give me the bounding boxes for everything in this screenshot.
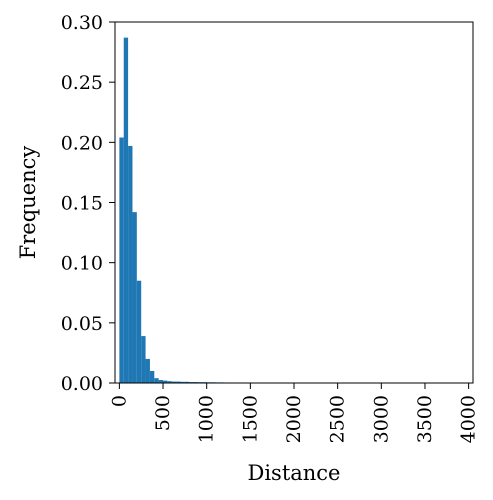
x-tick-label: 1500 (239, 395, 261, 443)
histogram-bar (158, 379, 164, 383)
x-tick-label: 4000 (458, 395, 480, 443)
histogram-bar (136, 280, 142, 383)
histogram-bar (149, 370, 155, 383)
y-tick-label: 0.30 (61, 12, 103, 34)
x-tick-label: 3500 (414, 395, 436, 443)
histogram-bar (145, 358, 150, 383)
histogram-bar (176, 381, 181, 383)
y-tick-label: 0.05 (61, 313, 103, 335)
histogram-bar (141, 336, 146, 383)
y-axis-label: Frequency (16, 146, 40, 260)
x-tick-label: 2000 (283, 395, 305, 443)
x-axis-ticks: 0 500 1000 1500 2000 2500 3000 3500 4000 (108, 383, 480, 443)
x-tick-label: 0 (108, 395, 130, 407)
histogram-bar (119, 137, 124, 383)
y-tick-label: 0.15 (61, 193, 103, 215)
y-tick-label: 0.10 (61, 253, 103, 275)
y-tick-label: 0.25 (61, 72, 103, 94)
histogram-bar (171, 381, 177, 383)
y-tick-label: 0.20 (61, 132, 103, 154)
histogram-bar (123, 37, 129, 383)
histogram-bar (132, 212, 137, 383)
x-tick-label: 500 (152, 395, 174, 431)
histogram-bar (167, 381, 172, 383)
x-tick-label: 3000 (370, 395, 392, 443)
histogram-bar (128, 145, 133, 383)
y-axis-ticks: 0.00 0.05 0.10 0.15 0.20 0.25 0.30 (61, 12, 115, 395)
x-tick-label: 2500 (327, 395, 349, 443)
x-axis-label: Distance (247, 461, 340, 485)
histogram-bar (180, 381, 185, 383)
histogram-bar (184, 381, 190, 383)
histogram-bar (163, 380, 168, 383)
y-tick-label: 0.00 (61, 373, 103, 395)
histogram-bar (154, 378, 159, 383)
x-tick-label: 1000 (196, 395, 218, 443)
